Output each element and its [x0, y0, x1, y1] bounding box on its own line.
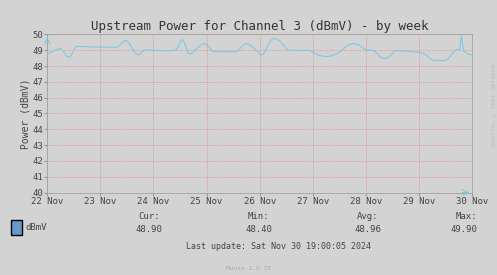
Text: 48.40: 48.40: [245, 226, 272, 234]
Text: Munin 2.0.75: Munin 2.0.75: [226, 266, 271, 271]
Text: Avg:: Avg:: [357, 212, 379, 221]
Title: Upstream Power for Channel 3 (dBmV) - by week: Upstream Power for Channel 3 (dBmV) - by…: [91, 20, 428, 33]
Text: Min:: Min:: [248, 212, 269, 221]
Text: Cur:: Cur:: [138, 212, 160, 221]
Text: 48.90: 48.90: [136, 226, 163, 234]
Text: Max:: Max:: [456, 212, 477, 221]
Text: dBmV: dBmV: [26, 223, 47, 232]
Text: RRDTOOL / TOBI OETIKER: RRDTOOL / TOBI OETIKER: [491, 63, 496, 146]
Text: Last update: Sat Nov 30 19:00:05 2024: Last update: Sat Nov 30 19:00:05 2024: [186, 242, 371, 251]
Text: 49.90: 49.90: [450, 226, 477, 234]
Text: 48.96: 48.96: [354, 226, 381, 234]
Y-axis label: Power (dBmV): Power (dBmV): [21, 78, 31, 149]
